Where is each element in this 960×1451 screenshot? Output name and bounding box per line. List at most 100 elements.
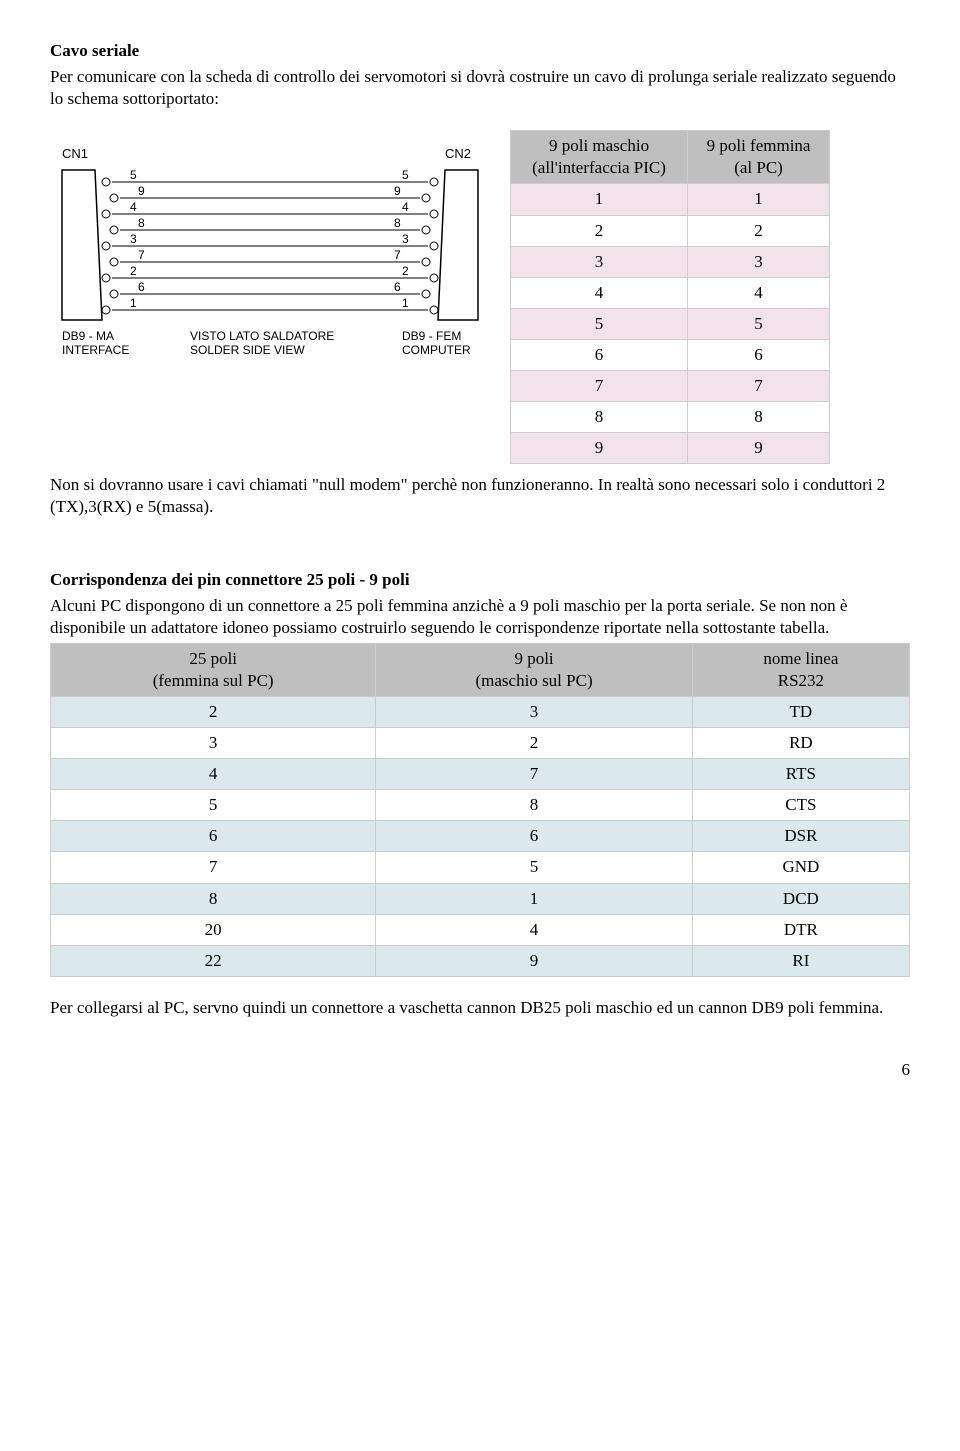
table-cell: 8 [51,883,376,914]
table-cell: 5 [376,852,692,883]
svg-text:6: 6 [394,280,401,294]
table-cell: 6 [511,339,688,370]
svg-text:1: 1 [130,296,137,310]
table-cell: TD [692,696,909,727]
svg-text:SOLDER SIDE VIEW: SOLDER SIDE VIEW [190,343,305,357]
svg-text:VISTO LATO SALDATORE: VISTO LATO SALDATORE [190,329,334,343]
table-cell: 2 [688,215,830,246]
table-cell: 3 [376,696,692,727]
table-row: 66DSR [51,821,910,852]
table-cell: 1 [511,184,688,215]
closing-paragraph: Per collegarsi al PC, servno quindi un c… [50,997,910,1019]
table-row: 47RTS [51,759,910,790]
table-row: 88 [511,402,830,433]
table-cell: 7 [688,371,830,402]
table-cell: RD [692,728,909,759]
table-cell: 9 [511,433,688,464]
table-cell: 6 [688,339,830,370]
table-cell: DSR [692,821,909,852]
table-cell: 4 [51,759,376,790]
svg-text:3: 3 [402,232,409,246]
table-cell: 4 [688,277,830,308]
heading-cavo-seriale: Cavo seriale [50,40,910,62]
table-cell: 8 [688,402,830,433]
table-cell: DTR [692,914,909,945]
svg-text:DB9 - FEM: DB9 - FEM [402,329,461,343]
table2-header-2: 9 poli(maschio sul PC) [376,643,692,696]
table-row: 75GND [51,852,910,883]
table-cell: 7 [376,759,692,790]
heading-25-9-poli: Corrispondenza dei pin connettore 25 pol… [50,569,910,591]
table-cell: 8 [376,790,692,821]
table-cell: 5 [688,308,830,339]
table-row: 58CTS [51,790,910,821]
table-cell: CTS [692,790,909,821]
svg-text:COMPUTER: COMPUTER [402,343,471,357]
svg-text:5: 5 [130,168,137,182]
table-cell: 20 [51,914,376,945]
svg-text:7: 7 [138,248,145,262]
table-row: 229RI [51,945,910,976]
svg-text:5: 5 [402,168,409,182]
note-null-modem: Non si dovranno usare i cavi chiamati "n… [50,474,910,518]
svg-text:DB9 - MA: DB9 - MA [62,329,114,343]
table-row: 44 [511,277,830,308]
svg-text:8: 8 [138,216,145,230]
table1-header-1: 9 poli maschio(all'interfaccia PIC) [511,131,688,184]
svg-text:4: 4 [402,200,409,214]
table-row: 33 [511,246,830,277]
table-cell: 3 [51,728,376,759]
table-cell: 5 [511,308,688,339]
svg-text:7: 7 [394,248,401,262]
table-cell: 3 [688,246,830,277]
svg-text:CN2: CN2 [445,146,471,161]
table-cell: 2 [376,728,692,759]
table-row: 55 [511,308,830,339]
table-cell: RI [692,945,909,976]
svg-text:9: 9 [138,184,145,198]
table-9poli-mapping: 9 poli maschio(all'interfaccia PIC) 9 po… [510,130,830,464]
table-cell: 1 [688,184,830,215]
table-cell: 2 [511,215,688,246]
table-cell: DCD [692,883,909,914]
table-cell: 8 [511,402,688,433]
table-cell: 4 [511,277,688,308]
table-cell: 6 [51,821,376,852]
svg-text:9: 9 [394,184,401,198]
table-25-9-mapping: 25 poli(femmina sul PC) 9 poli(maschio s… [50,643,910,977]
table-row: 81DCD [51,883,910,914]
table-cell: 7 [51,852,376,883]
svg-text:4: 4 [130,200,137,214]
table2-header-1: 25 poli(femmina sul PC) [51,643,376,696]
table-cell: 22 [51,945,376,976]
table-row: 66 [511,339,830,370]
connector-diagram: CN1 CN2 559944883377226611 DB9 - MA INTE… [50,130,490,370]
paragraph-25-9: Alcuni PC dispongono di un connettore a … [50,595,910,639]
svg-text:2: 2 [130,264,137,278]
table-cell: 4 [376,914,692,945]
table-cell: 3 [511,246,688,277]
table-cell: 2 [51,696,376,727]
table-row: 99 [511,433,830,464]
svg-text:1: 1 [402,296,409,310]
svg-text:8: 8 [394,216,401,230]
table-row: 22 [511,215,830,246]
table-cell: GND [692,852,909,883]
table-cell: 5 [51,790,376,821]
svg-text:CN1: CN1 [62,146,88,161]
intro-paragraph: Per comunicare con la scheda di controll… [50,66,910,110]
table-cell: 7 [511,371,688,402]
table-cell: 6 [376,821,692,852]
table-cell: 9 [376,945,692,976]
svg-text:6: 6 [138,280,145,294]
table-cell: 1 [376,883,692,914]
svg-text:INTERFACE: INTERFACE [62,343,129,357]
table-row: 32RD [51,728,910,759]
svg-text:3: 3 [130,232,137,246]
table-row: 11 [511,184,830,215]
table-row: 77 [511,371,830,402]
table2-header-3: nome lineaRS232 [692,643,909,696]
table-row: 204DTR [51,914,910,945]
page-number: 6 [50,1059,910,1081]
svg-text:2: 2 [402,264,409,278]
